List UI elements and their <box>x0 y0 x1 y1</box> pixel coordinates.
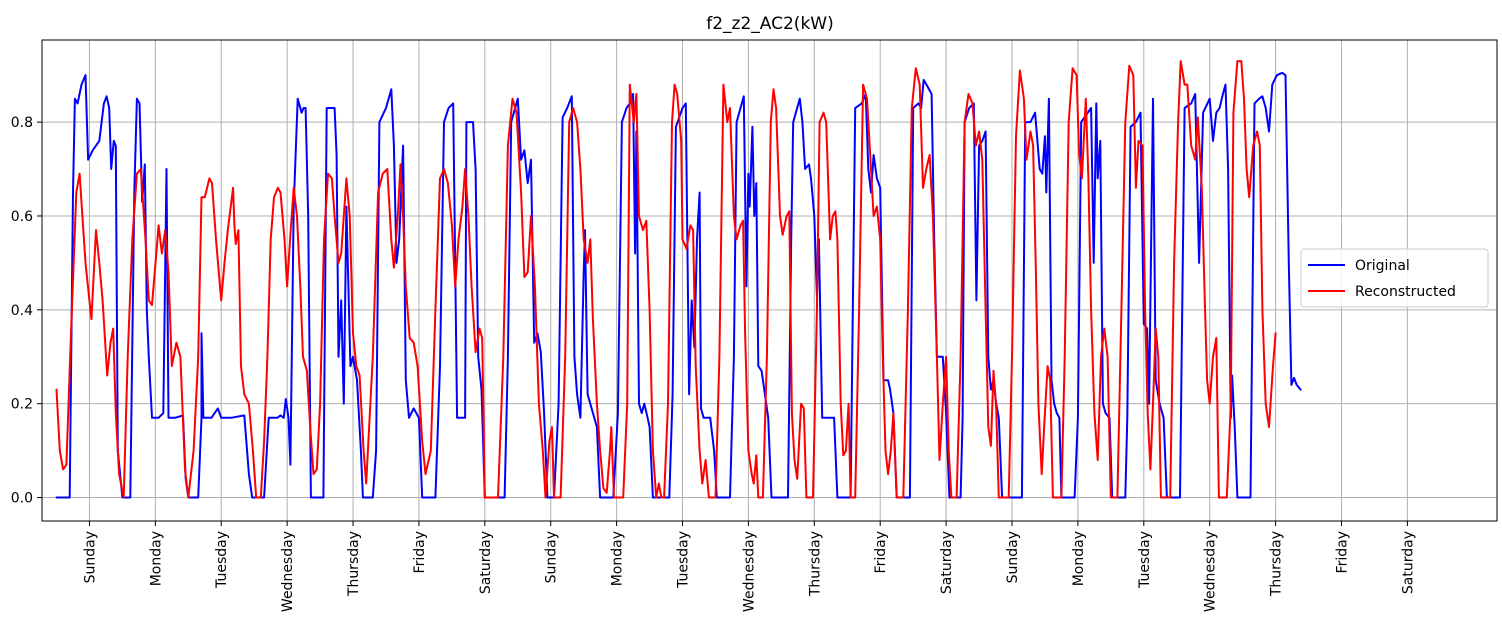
x-tick-label: Thursday <box>346 531 362 597</box>
x-tick-label: Saturday <box>939 531 955 594</box>
x-tick-label: Friday <box>873 531 889 573</box>
x-axis: Sunday Monday Tuesday Wednesday Thursday Frid… <box>82 521 1416 612</box>
y-tick-label: 0.6 <box>11 209 33 225</box>
x-tick-label: Sunday <box>544 531 560 583</box>
legend-label-original: Original <box>1355 258 1410 274</box>
plot-area <box>55 60 1302 499</box>
y-tick-label: 0.4 <box>11 303 33 319</box>
x-tick-label: Wednesday <box>1203 531 1219 612</box>
x-tick-label: Tuesday <box>1137 531 1153 589</box>
x-tick-label: Saturday <box>478 531 494 594</box>
legend: Original Reconstructed <box>1300 248 1489 308</box>
x-tick-label: Sunday <box>1005 531 1021 583</box>
series-line-original <box>55 71 1302 499</box>
x-tick-label: Tuesday <box>676 531 692 589</box>
x-tick-label: Monday <box>610 531 626 586</box>
y-axis: 0.0 0.2 0.4 0.6 0.8 <box>11 115 42 507</box>
x-tick-label: Monday <box>148 531 164 586</box>
x-tick-label: Monday <box>1071 531 1087 586</box>
x-tick-label: Friday <box>1334 531 1350 573</box>
x-tick-label: Saturday <box>1400 531 1416 594</box>
x-tick-label: Friday <box>412 531 428 573</box>
chart-title: f2_z2_AC2(kW) <box>706 14 833 34</box>
x-tick-label: Thursday <box>807 531 823 597</box>
x-tick-label: Thursday <box>1269 531 1285 597</box>
x-tick-label: Wednesday <box>741 531 757 612</box>
series-line-reconstructed <box>55 60 1277 499</box>
y-tick-label: 0.0 <box>11 491 33 507</box>
legend-label-reconstructed: Reconstructed <box>1355 284 1456 300</box>
legend-box <box>1300 248 1489 308</box>
x-tick-label: Tuesday <box>214 531 230 589</box>
axes-frame <box>41 39 1498 522</box>
x-tick-label: Sunday <box>82 531 98 583</box>
y-tick-label: 0.2 <box>11 397 33 413</box>
y-tick-label: 0.8 <box>11 115 33 131</box>
x-tick-label: Wednesday <box>280 531 296 612</box>
